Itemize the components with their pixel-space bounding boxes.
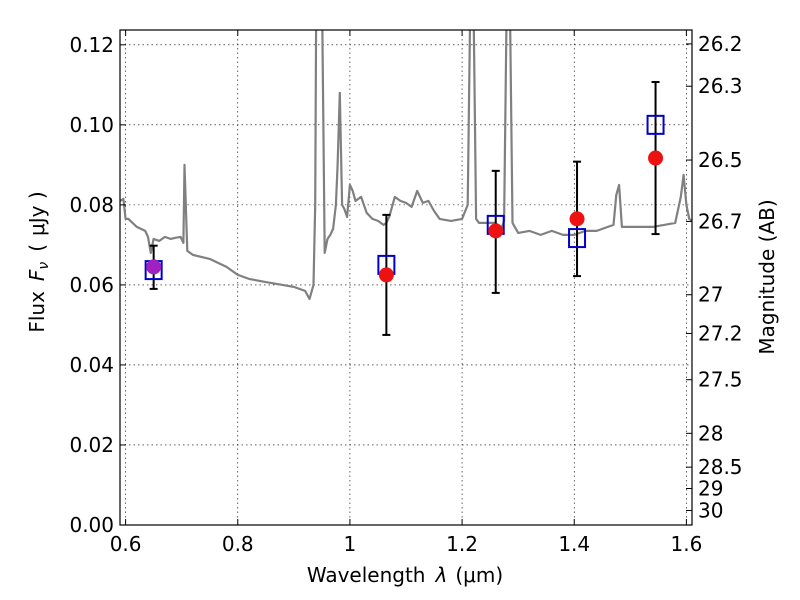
x-tick-label: 1.4 xyxy=(558,532,590,556)
model-square-marker xyxy=(646,114,665,135)
y-tick-label: 0.00 xyxy=(69,513,114,537)
observed-circle-marker xyxy=(378,267,394,283)
grid xyxy=(120,30,692,526)
x-tick-label: 1.6 xyxy=(670,532,702,556)
magnitude-axis-label: Magnitude (AB) xyxy=(755,199,779,354)
plot-area xyxy=(120,30,692,336)
magnitude-tick-label: 30 xyxy=(698,498,723,522)
y-tick-label: 0.04 xyxy=(69,353,114,377)
x-axis-label: Wavelength λ (μm) xyxy=(307,563,503,587)
y-axis-label: FluxFν(μJy ) xyxy=(25,191,52,332)
observed-circle-marker xyxy=(569,211,585,227)
y-tick-label: 0.08 xyxy=(69,193,114,217)
magnitude-tick-label: 27.2 xyxy=(698,321,743,345)
x-axis-ticks: 0.6 0.8 1 1.2 1.4 1.6 xyxy=(110,30,702,556)
magnitude-tick-label: 26.2 xyxy=(698,32,743,56)
magnitude-tick-label: 27.5 xyxy=(698,368,743,392)
plot-frame xyxy=(119,29,693,526)
magnitude-tick-label: 28.5 xyxy=(698,455,743,479)
magnitude-tick-label: 28 xyxy=(698,421,723,445)
magnitude-tick-label: 26.5 xyxy=(698,148,743,172)
y-axis-ticks: 0.00 0.02 0.04 0.06 0.08 0.10 0.12 xyxy=(69,33,126,537)
x-tick-label: 1.2 xyxy=(446,532,478,556)
x-tick-label: 0.6 xyxy=(110,532,142,556)
x-tick-label: 0.8 xyxy=(222,532,254,556)
model-spectrum-line xyxy=(120,30,692,300)
y-tick-label: 0.02 xyxy=(69,433,114,457)
observed-photometry-markers xyxy=(146,150,664,283)
magnitude-tick-label: 29 xyxy=(698,477,723,501)
observed-circle-marker xyxy=(648,150,664,166)
magnitude-tick-label: 26.7 xyxy=(698,209,743,233)
observed-circle-marker xyxy=(488,223,504,239)
y-tick-label: 0.12 xyxy=(69,33,114,57)
observed-circle-marker xyxy=(146,259,162,275)
model-square-marker xyxy=(568,228,587,249)
magnitude-tick-label: 27 xyxy=(698,283,723,307)
x-tick-label: 1 xyxy=(344,532,357,556)
y-tick-label: 0.10 xyxy=(69,113,114,137)
magnitude-tick-label: 26.3 xyxy=(698,74,743,98)
y-tick-label: 0.06 xyxy=(69,273,114,297)
